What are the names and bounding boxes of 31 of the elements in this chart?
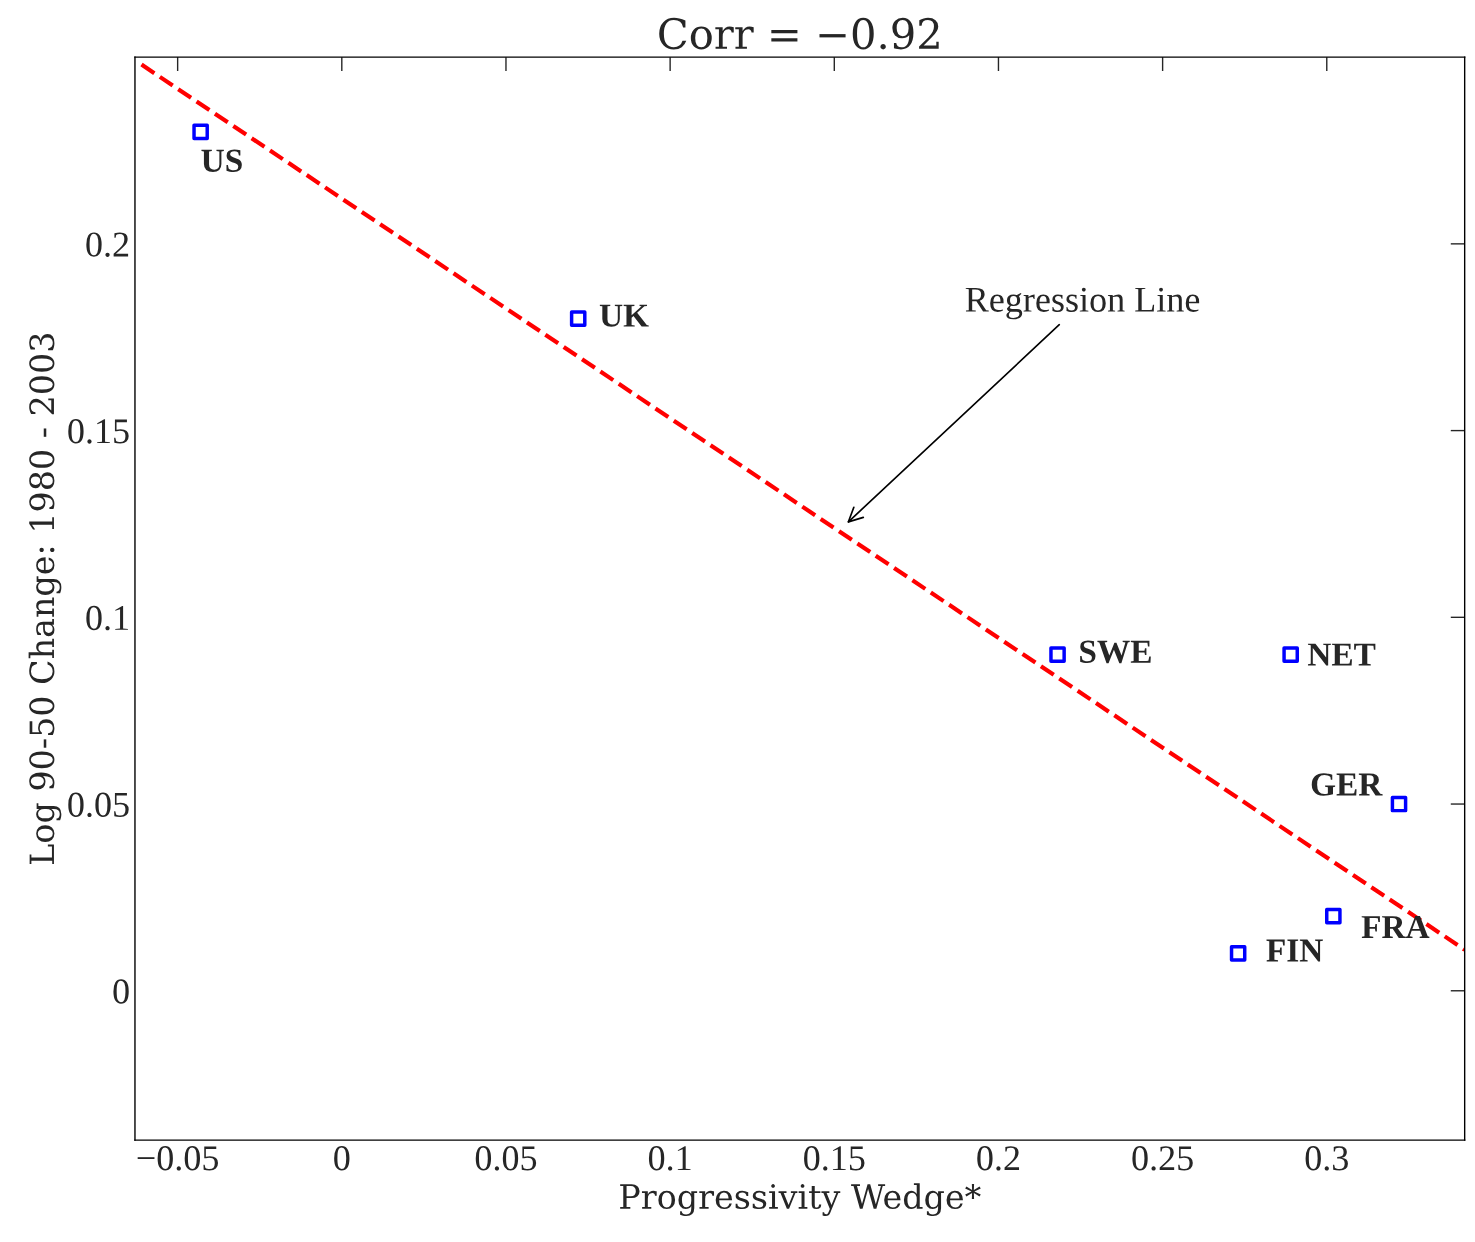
- annotation: FIN: [1266, 939, 1323, 962]
- x-tick-label: 0.2: [977, 1146, 1020, 1171]
- point: [1390, 795, 1408, 813]
- point: [1229, 945, 1247, 962]
- y-axis-title: Log 90-50 Change: 1980 - 2003: [28, 334, 62, 864]
- y-tick-label: 0: [113, 979, 129, 1004]
- x-tick-label: 0.05: [475, 1146, 537, 1171]
- annotation: SWE: [1080, 640, 1151, 664]
- annotation: UK: [599, 304, 649, 327]
- point: [192, 123, 209, 141]
- annotation: US: [201, 149, 242, 172]
- annotation: Regression Line: [965, 287, 1200, 320]
- point: [1049, 646, 1066, 663]
- x-tick-label: 0.15: [804, 1146, 865, 1171]
- x-tick-label: 0.3: [1305, 1146, 1348, 1171]
- point: [1325, 907, 1342, 925]
- annotation: NET: [1307, 643, 1376, 666]
- y-tick-label: 0.2: [86, 232, 129, 257]
- point: [569, 310, 587, 327]
- x-axis-title: Progressivity Wedge*: [620, 1183, 981, 1217]
- y-tick-label: 0.05: [68, 792, 129, 818]
- annotation: FRA: [1361, 915, 1430, 938]
- chart-title: Corr = −0.92: [659, 17, 939, 50]
- annotation: GER: [1311, 773, 1383, 796]
- x-tick-label: 0.1: [648, 1146, 691, 1171]
- point: [1282, 646, 1299, 663]
- x-tick-label: 0.25: [1132, 1146, 1193, 1171]
- x-tick-label: −0.05: [137, 1146, 219, 1171]
- x-tick-label: 0: [334, 1146, 350, 1171]
- y-tick-label: 0.1: [86, 605, 128, 631]
- y-tick-label: 0.15: [68, 419, 129, 444]
